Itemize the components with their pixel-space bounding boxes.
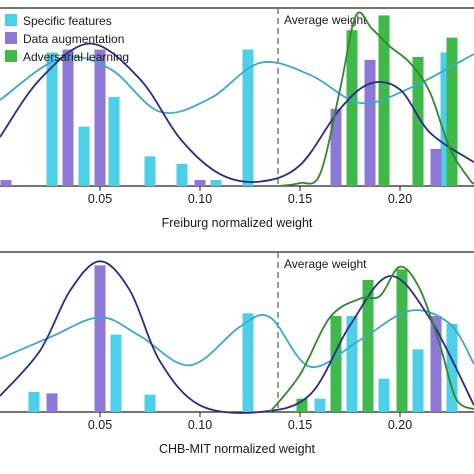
legend-swatch-specific-features — [5, 14, 17, 26]
bar-data-augmentation — [94, 49, 106, 187]
legend-swatch-data-augmentation — [5, 32, 17, 44]
bar-data-augmentation — [430, 148, 442, 186]
density-curve-data-augmentation — [0, 260, 474, 414]
legend-label-specific-features: Specific features — [23, 14, 112, 28]
bar-specific-features — [440, 52, 452, 186]
bar-specific-features — [346, 316, 358, 412]
bar-specific-features — [378, 378, 390, 412]
x-tick-label: 0.20 — [388, 418, 412, 432]
average-weight-label: Average weight — [284, 257, 367, 271]
bar-specific-features — [78, 126, 90, 186]
bar-specific-features — [46, 52, 58, 186]
bar-specific-features — [28, 392, 40, 412]
bar-data-augmentation — [0, 180, 12, 186]
x-axis-label: CHB-MIT normalized weight — [159, 442, 316, 456]
bar-specific-features — [108, 97, 120, 186]
x-tick-label: 0.15 — [288, 192, 312, 206]
bar-specific-features — [144, 156, 156, 186]
bar-adversarial-learning — [296, 398, 308, 412]
average-weight-label: Average weight — [284, 13, 367, 27]
bar-adversarial-learning — [412, 56, 424, 187]
bar-data-augmentation — [194, 180, 206, 186]
bar-data-augmentation — [62, 49, 74, 187]
bar-specific-features — [210, 180, 222, 186]
bar-adversarial-learning — [446, 37, 458, 186]
x-tick-label: 0.15 — [288, 418, 312, 432]
bar-specific-features — [412, 349, 424, 412]
bar-specific-features — [242, 313, 254, 412]
bar-data-augmentation — [330, 108, 342, 186]
density-curve-specific-features — [0, 309, 474, 368]
bar-adversarial-learning — [330, 316, 342, 412]
x-tick-label: 0.05 — [88, 418, 112, 432]
bar-data-augmentation — [430, 316, 442, 412]
legend-label-adversarial-learning: Adversarial learning — [23, 50, 129, 64]
x-tick-label: 0.10 — [188, 192, 212, 206]
x-axis-label: Freiburg normalized weight — [162, 216, 313, 230]
bar-data-augmentation — [46, 393, 58, 412]
legend-swatch-adversarial-learning — [5, 50, 17, 62]
bar-adversarial-learning — [346, 30, 358, 186]
bar-data-augmentation — [364, 59, 376, 186]
bar-adversarial-learning — [378, 15, 390, 186]
bar-specific-features — [110, 334, 122, 412]
bar-specific-features — [176, 163, 188, 186]
density-curve-specific-features — [0, 53, 474, 114]
x-tick-label: 0.20 — [388, 192, 412, 206]
bar-specific-features — [144, 394, 156, 412]
legend-label-data-augmentation: Data augmentation — [23, 32, 124, 46]
bar-data-augmentation — [94, 265, 106, 412]
top-panel-freiburg: Average weight 0.05 0.10 0.15 0.20 Freiburg n… — [0, 7, 474, 230]
bar-specific-features — [242, 49, 254, 187]
bar-specific-features — [314, 398, 326, 412]
bar-specific-features — [446, 324, 458, 412]
density-curve-data-augmentation — [0, 42, 474, 183]
x-tick-label: 0.05 — [88, 192, 112, 206]
density-curve-adversarial-learning — [269, 265, 474, 413]
bar-adversarial-learning — [396, 269, 408, 412]
legend: Specific features Data augmentation Advers… — [5, 14, 129, 64]
density-curve-adversarial-learning — [279, 11, 474, 187]
bar-adversarial-learning — [362, 280, 374, 412]
bottom-panel-chb-mit: Average weight 0.05 0.10 0.15 0.20 CHB-MIT no… — [0, 251, 474, 456]
x-tick-label: 0.10 — [188, 418, 212, 432]
